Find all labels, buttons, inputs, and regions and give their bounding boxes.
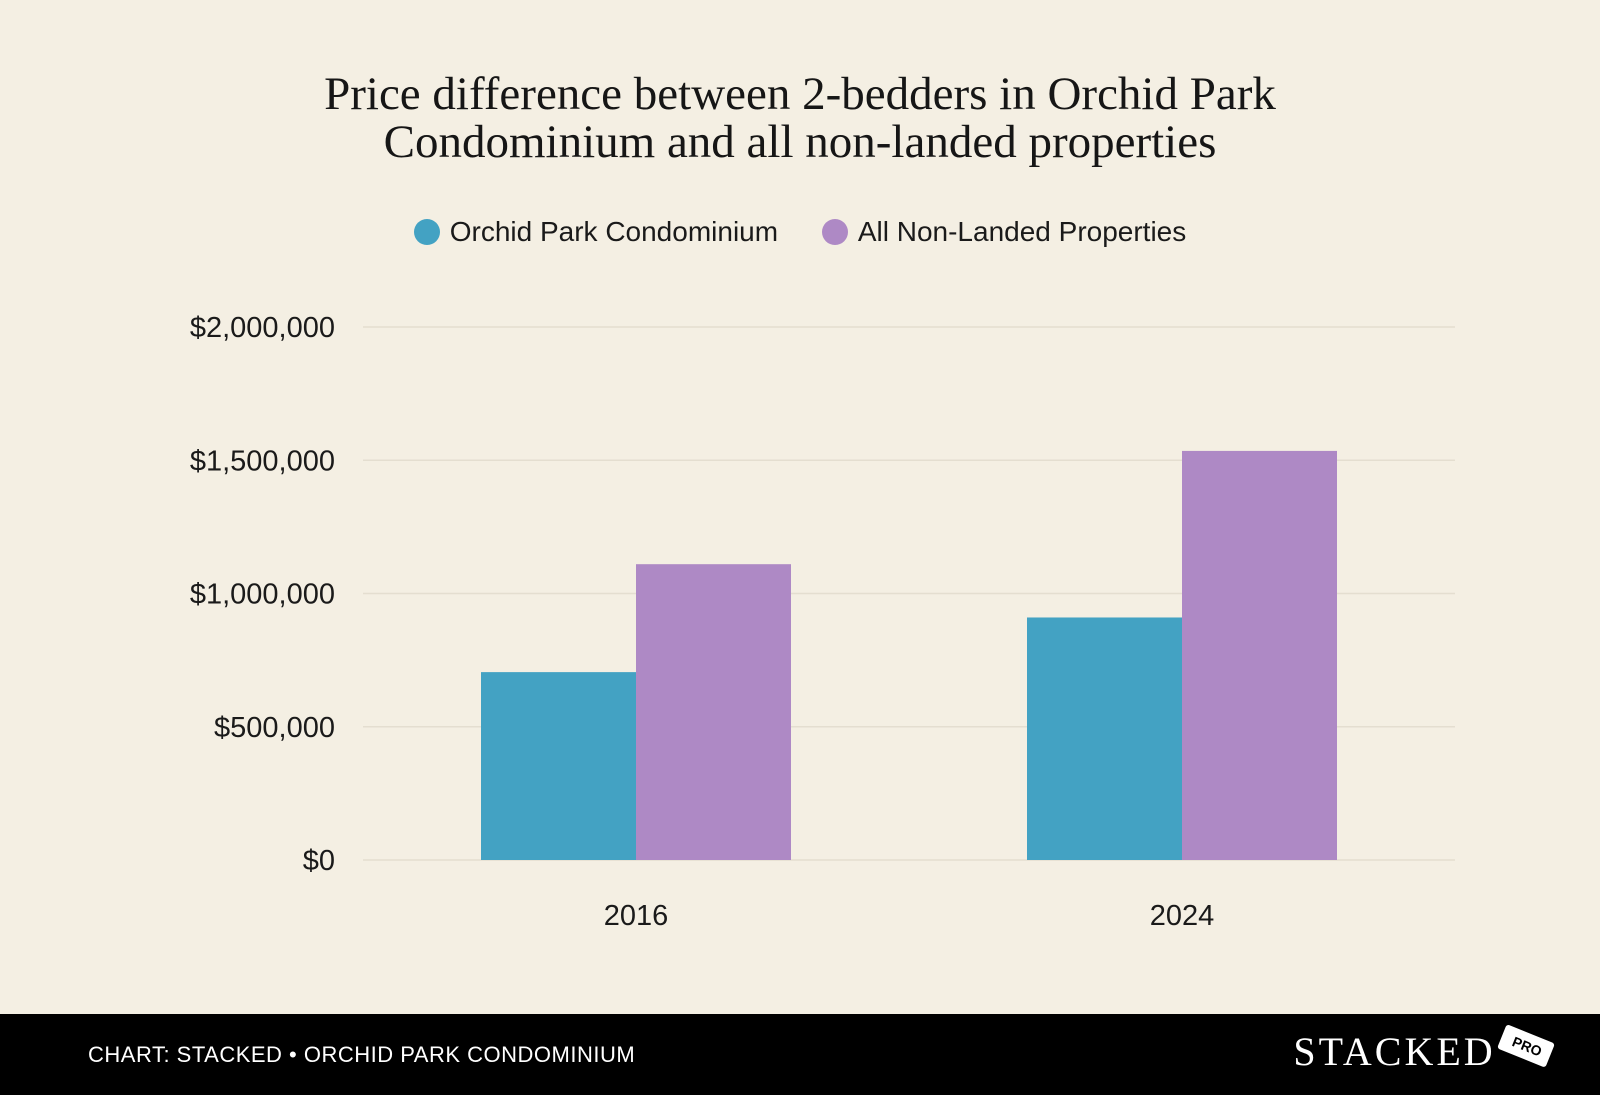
- legend-swatch-all-non-landed: [821, 219, 848, 245]
- brand-logo: STACKED PRO: [1293, 1023, 1555, 1075]
- bar-orchid-park-2024: [1027, 617, 1182, 860]
- chart-title: Price difference between 2-bedders in Or…: [0, 70, 1600, 166]
- y-tick-label: $2,000,000: [190, 312, 335, 344]
- chart-title-line-1: Price difference between 2-bedders in Or…: [324, 68, 1276, 120]
- y-tick-label: $1,000,000: [190, 579, 335, 611]
- chart-title-line-2: Condominium and all non-landed propertie…: [383, 116, 1217, 168]
- chart-source: CHART: STACKED • ORCHID PARK CONDOMINIUM: [88, 1042, 636, 1067]
- x-tick-label: 2024: [1150, 900, 1215, 932]
- legend-label-all-non-landed: All Non-Landed Properties: [857, 216, 1187, 247]
- legend-item-all-non-landed: All Non-Landed Properties: [821, 216, 1187, 248]
- x-tick-label: 2016: [604, 900, 669, 932]
- y-tick-label: $1,500,000: [190, 445, 335, 477]
- legend-swatch-orchid-park: [413, 219, 440, 245]
- bar-orchid-park-2016: [481, 672, 636, 860]
- bar-all-non-landed-2016: [636, 564, 791, 860]
- brand-name: STACKED: [1293, 1029, 1496, 1074]
- bar-chart: $0 $500,000 $1,000,000 $1,500,000 $2,000,000…: [190, 312, 1455, 932]
- legend-label-orchid-park: Orchid Park Condominium: [449, 216, 779, 247]
- brand-pro-tag: PRO: [1496, 1023, 1555, 1068]
- legend-item-orchid-park: Orchid Park Condominium: [413, 216, 779, 248]
- y-tick-label: $0: [303, 845, 335, 877]
- y-tick-label: $500,000: [214, 712, 335, 744]
- bar-all-non-landed-2024: [1182, 450, 1337, 860]
- footer-bar: CHART: STACKED • ORCHID PARK CONDOMINIUM…: [0, 1014, 1600, 1095]
- chart-legend: Orchid Park Condominium All Non-Landed P…: [0, 216, 1600, 252]
